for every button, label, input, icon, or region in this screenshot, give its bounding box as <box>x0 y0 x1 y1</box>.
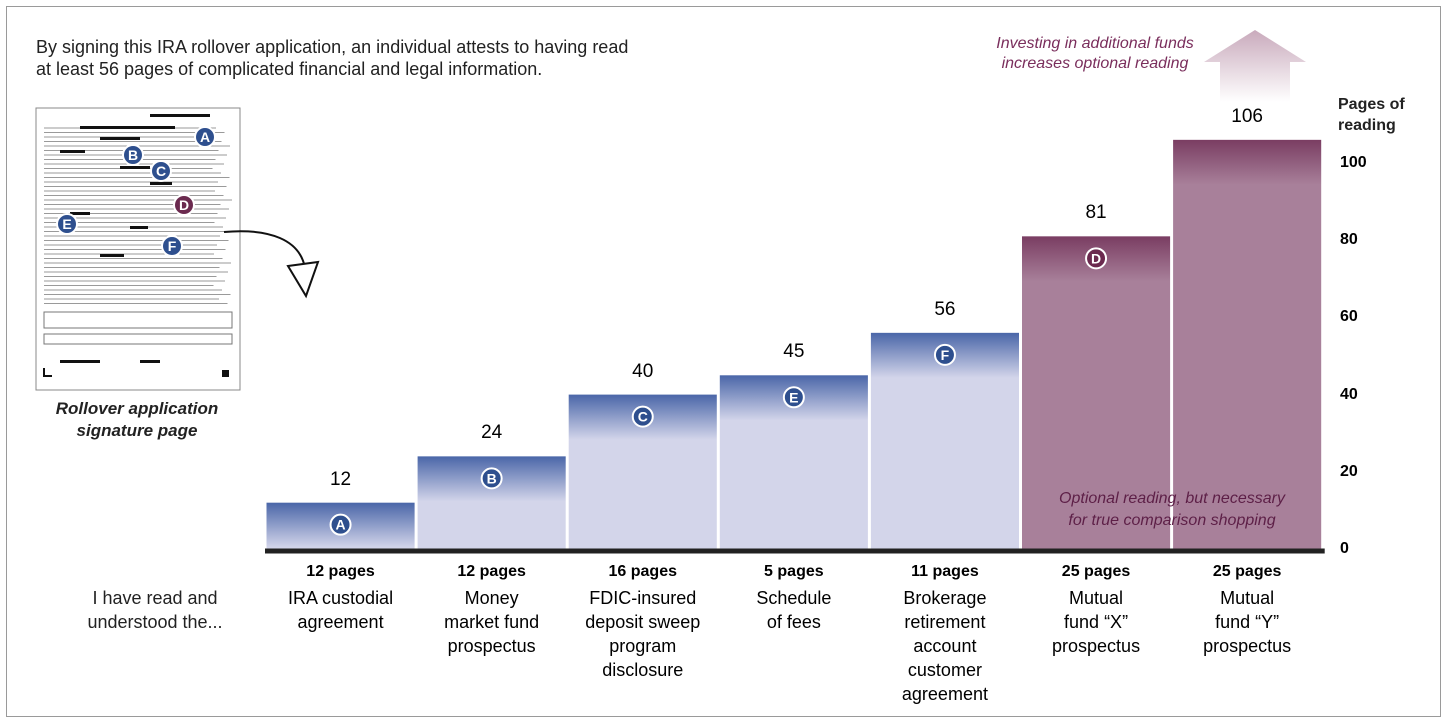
redaction <box>70 212 90 215</box>
page-label: 12 pages <box>457 563 526 580</box>
redaction <box>60 360 100 363</box>
lead-text: I have read and understood the... <box>87 588 223 632</box>
value-label: 40 <box>632 360 654 382</box>
y-tick-label: 60 <box>1340 308 1358 326</box>
bar-marker-label: B <box>487 470 497 486</box>
bar <box>870 332 1019 549</box>
annotation: Optional reading, but necessary for true… <box>1059 490 1285 529</box>
y-tick-label: 40 <box>1340 385 1358 403</box>
thumbnail-marker-label: A <box>200 129 210 145</box>
y-tick-label: 0 <box>1340 540 1349 557</box>
y-tick-label: 80 <box>1340 231 1358 249</box>
y-tick-label: 20 <box>1340 462 1358 480</box>
bar-marker-label: F <box>941 347 950 363</box>
bar-marker-label: A <box>335 517 345 533</box>
bar-marker-label: D <box>1091 250 1101 266</box>
bar-marker <box>480 467 503 490</box>
up-arrow <box>1204 30 1306 102</box>
page-label: 25 pages <box>1061 563 1131 580</box>
value-label: 106 <box>1231 105 1263 127</box>
x-tick-label: Schedule of fees <box>756 588 832 632</box>
bar-marker <box>782 386 805 409</box>
chart-title: By signing this IRA rollover application… <box>36 37 629 79</box>
value-label: 24 <box>481 422 503 444</box>
value-label: 12 <box>329 468 352 490</box>
x-tick-label: Mutual fund “Y” prospectus <box>1203 588 1292 656</box>
thumbnail-marker <box>122 144 144 166</box>
thumbnail-marker <box>194 126 216 148</box>
redaction <box>120 166 150 169</box>
page-label: 5 pages <box>764 563 824 580</box>
redaction <box>100 254 124 257</box>
redaction <box>100 137 140 140</box>
redaction <box>150 182 172 185</box>
page-label: 25 pages <box>1212 563 1282 580</box>
redaction <box>150 114 210 117</box>
page-label: 11 pages <box>911 563 979 580</box>
redaction <box>130 226 148 229</box>
y-tick-label: 100 <box>1340 154 1367 171</box>
bar <box>1173 139 1322 549</box>
bar-marker-label: C <box>638 409 648 425</box>
bar <box>1022 236 1171 549</box>
x-tick-label: Money market fund prospectus <box>444 588 540 656</box>
thumbnail-marker-label: D <box>179 197 189 213</box>
bar-marker <box>1085 247 1108 270</box>
value-label: 81 <box>1085 202 1107 224</box>
thumbnail-marker <box>161 235 183 257</box>
thumbnail-marker <box>150 160 172 182</box>
bar-marker <box>933 343 956 366</box>
x-tick-label: Brokerage retirement account customer ag… <box>901 588 988 704</box>
redaction <box>60 150 85 153</box>
curved-arrow-head <box>286 260 320 299</box>
thumbnail-marker-label: E <box>62 216 71 232</box>
value-label: 45 <box>783 341 805 363</box>
thumbnail-marker <box>56 213 78 235</box>
x-tick-label: Mutual fund “X” prospectus <box>1052 588 1141 656</box>
frame <box>6 6 1441 717</box>
y-axis-title: Pages of reading <box>1338 96 1405 134</box>
bar-marker-label: E <box>789 389 798 405</box>
thumbnail-caption: Rollover application signature page <box>55 399 219 440</box>
annotation: Investing in additional funds increases … <box>996 35 1194 72</box>
redaction <box>140 360 160 363</box>
thumbnail-marker <box>173 194 195 216</box>
bar-marker <box>631 405 654 428</box>
curved-arrow <box>223 230 306 269</box>
thumbnail-marker-label: C <box>156 163 166 179</box>
x-tick-label: IRA custodial agreement <box>288 588 394 632</box>
thumbnail-marker-label: B <box>128 147 138 163</box>
page-label: 16 pages <box>608 563 677 580</box>
value-label: 56 <box>934 298 956 320</box>
x-tick-label: FDIC-insured deposit sweep program discl… <box>585 588 701 680</box>
bar-marker <box>329 513 352 536</box>
page-label: 12 pages <box>306 563 375 580</box>
redaction <box>80 126 175 129</box>
thumbnail-marker-label: F <box>168 238 177 254</box>
